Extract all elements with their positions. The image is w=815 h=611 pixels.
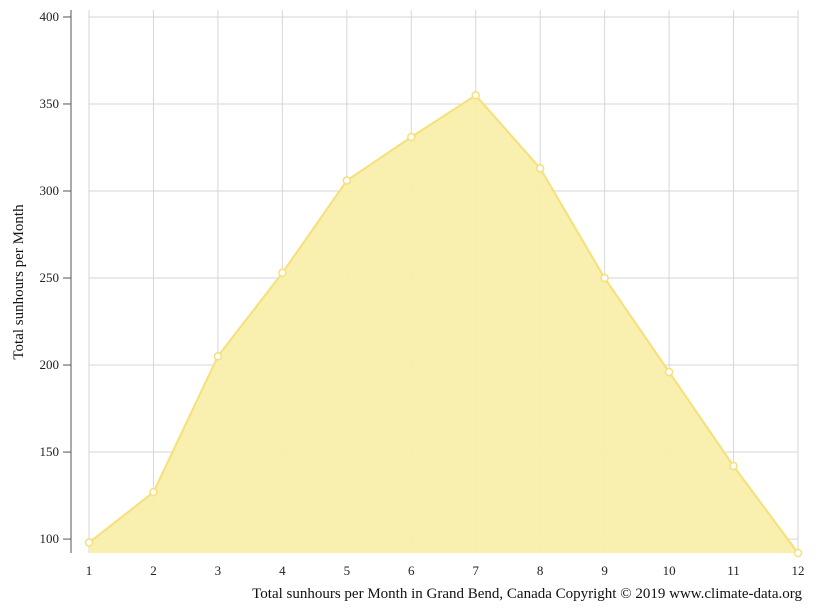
data-point: [84, 538, 94, 547]
data-point: [664, 367, 674, 377]
data-point: [213, 352, 223, 361]
data-point: [729, 461, 738, 471]
data-point: [471, 91, 480, 100]
x-tick-label: 7: [472, 563, 479, 578]
y-tick-label: 300: [40, 183, 60, 198]
x-tick-label: 3: [215, 563, 222, 578]
y-tick-label: 200: [40, 357, 60, 372]
y-axis-title: Total sunhours per Month: [11, 204, 27, 360]
x-tick-label: 12: [792, 563, 805, 578]
data-points: [84, 91, 803, 558]
y-tick-label: 150: [40, 444, 60, 459]
x-tick-label: 6: [408, 563, 415, 578]
data-point: [535, 164, 545, 173]
x-tick-label: 1: [86, 563, 93, 578]
x-tick-label: 5: [344, 563, 351, 578]
x-tick-label: 4: [279, 563, 286, 578]
data-point: [278, 268, 287, 278]
x-tick-label: 10: [663, 563, 676, 578]
area-line: [88, 93, 799, 554]
chart-caption: Total sunhours per Month in Grand Bend, …: [252, 586, 802, 602]
x-tick-label: 9: [601, 563, 608, 578]
x-tick-label: 8: [537, 563, 544, 578]
data-point: [149, 487, 158, 497]
data-point: [600, 273, 609, 283]
data-point: [407, 132, 416, 142]
x-tick-label: 11: [727, 563, 740, 578]
area-fill: [89, 95, 798, 554]
x-tick-label: 2: [150, 563, 157, 578]
axes: [63, 10, 72, 553]
data-point: [342, 176, 352, 185]
y-tick-label: 250: [40, 270, 60, 285]
area-layer: [88, 93, 799, 554]
y-tick-label: 100: [40, 531, 60, 546]
data-point: [793, 548, 803, 558]
y-tick-label: 350: [40, 96, 60, 111]
y-tick-label: 400: [40, 9, 60, 24]
